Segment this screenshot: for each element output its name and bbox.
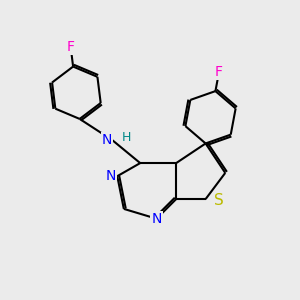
Text: F: F <box>67 40 75 54</box>
Text: H: H <box>122 131 131 144</box>
Text: N: N <box>152 212 162 226</box>
Text: S: S <box>214 193 224 208</box>
Text: N: N <box>105 169 116 183</box>
Text: F: F <box>215 65 223 79</box>
Text: N: N <box>102 133 112 147</box>
